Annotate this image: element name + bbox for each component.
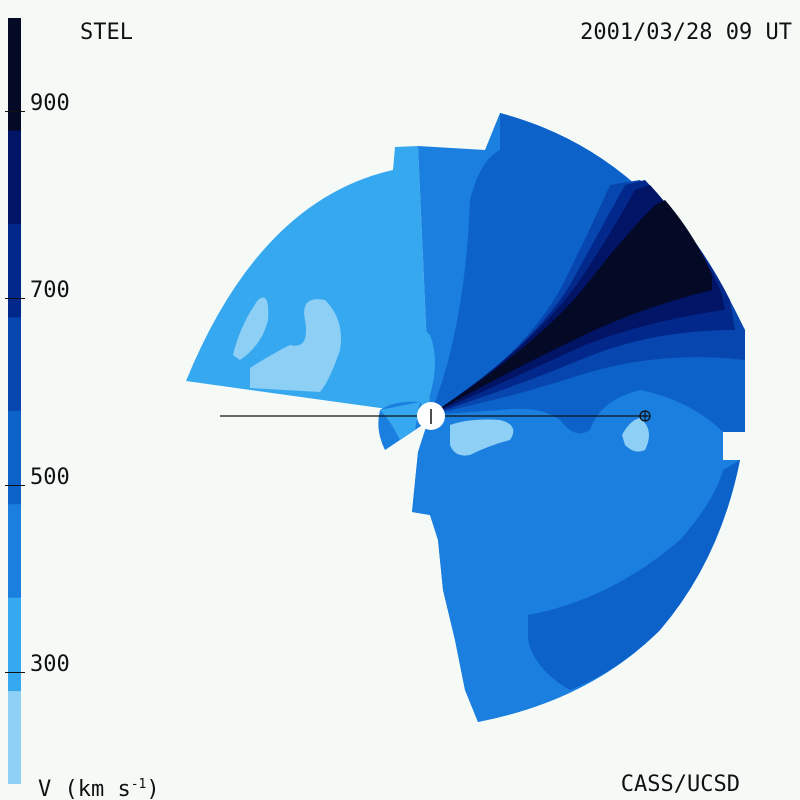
colorbar-tick-mark <box>5 298 25 300</box>
quantity-label-suffix: ) <box>146 777 160 800</box>
colorbar-levels <box>8 18 21 784</box>
credit-label: CASS/UCSD <box>620 772 740 797</box>
colorbar-tick-mark <box>5 485 25 487</box>
region-lower <box>412 415 745 722</box>
patch-light-3 <box>450 419 514 456</box>
colorbar-level-0 <box>8 690 21 784</box>
patch-mid-2 <box>380 402 420 440</box>
colorbar-tick-mark <box>5 671 25 673</box>
colorbar-tick-label: 300 <box>30 651 70 677</box>
colorbar-tick-label: 900 <box>30 91 70 117</box>
patch-mid-1 <box>398 326 435 398</box>
colorbar-level-2 <box>8 503 21 598</box>
velocity-field <box>186 113 745 722</box>
colorbar-tick-mark <box>5 111 25 113</box>
patch-light-2 <box>233 297 269 360</box>
region-core-fast <box>430 200 712 415</box>
timestamp-label: 2001/03/28 09 UT <box>580 20 792 45</box>
colorbar-level-1 <box>8 597 21 692</box>
colorbar <box>8 18 21 784</box>
quantity-label-exp: -1 <box>130 777 147 792</box>
colorbar-level-3 <box>8 410 21 505</box>
colorbar-level-6 <box>8 130 21 225</box>
colorbar-tick-label: 700 <box>30 278 70 304</box>
colorbar-level-5 <box>8 223 21 318</box>
quantity-label: V (km s-1) <box>38 774 160 800</box>
earth-marker <box>639 410 651 422</box>
patch-light-1 <box>250 299 341 392</box>
colorbar-level-4 <box>8 316 21 411</box>
patch-light-4 <box>622 418 649 452</box>
colorbar-tick-label: 500 <box>30 465 70 491</box>
region-lower-right <box>528 460 740 690</box>
colorbar-level-7 <box>8 18 21 131</box>
quantity-label-prefix: V (km s <box>38 777 131 800</box>
source-label: STEL <box>80 20 133 45</box>
